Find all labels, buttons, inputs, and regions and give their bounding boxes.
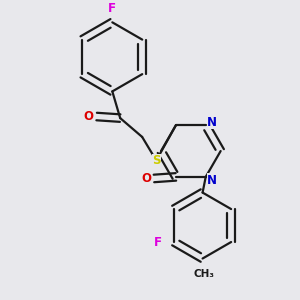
Text: O: O	[84, 110, 94, 123]
Text: S: S	[152, 154, 160, 167]
Text: N: N	[207, 116, 217, 129]
Text: F: F	[108, 2, 116, 15]
Text: CH₃: CH₃	[194, 269, 215, 279]
Text: F: F	[154, 236, 162, 248]
Text: O: O	[141, 172, 151, 185]
Text: N: N	[207, 173, 217, 187]
